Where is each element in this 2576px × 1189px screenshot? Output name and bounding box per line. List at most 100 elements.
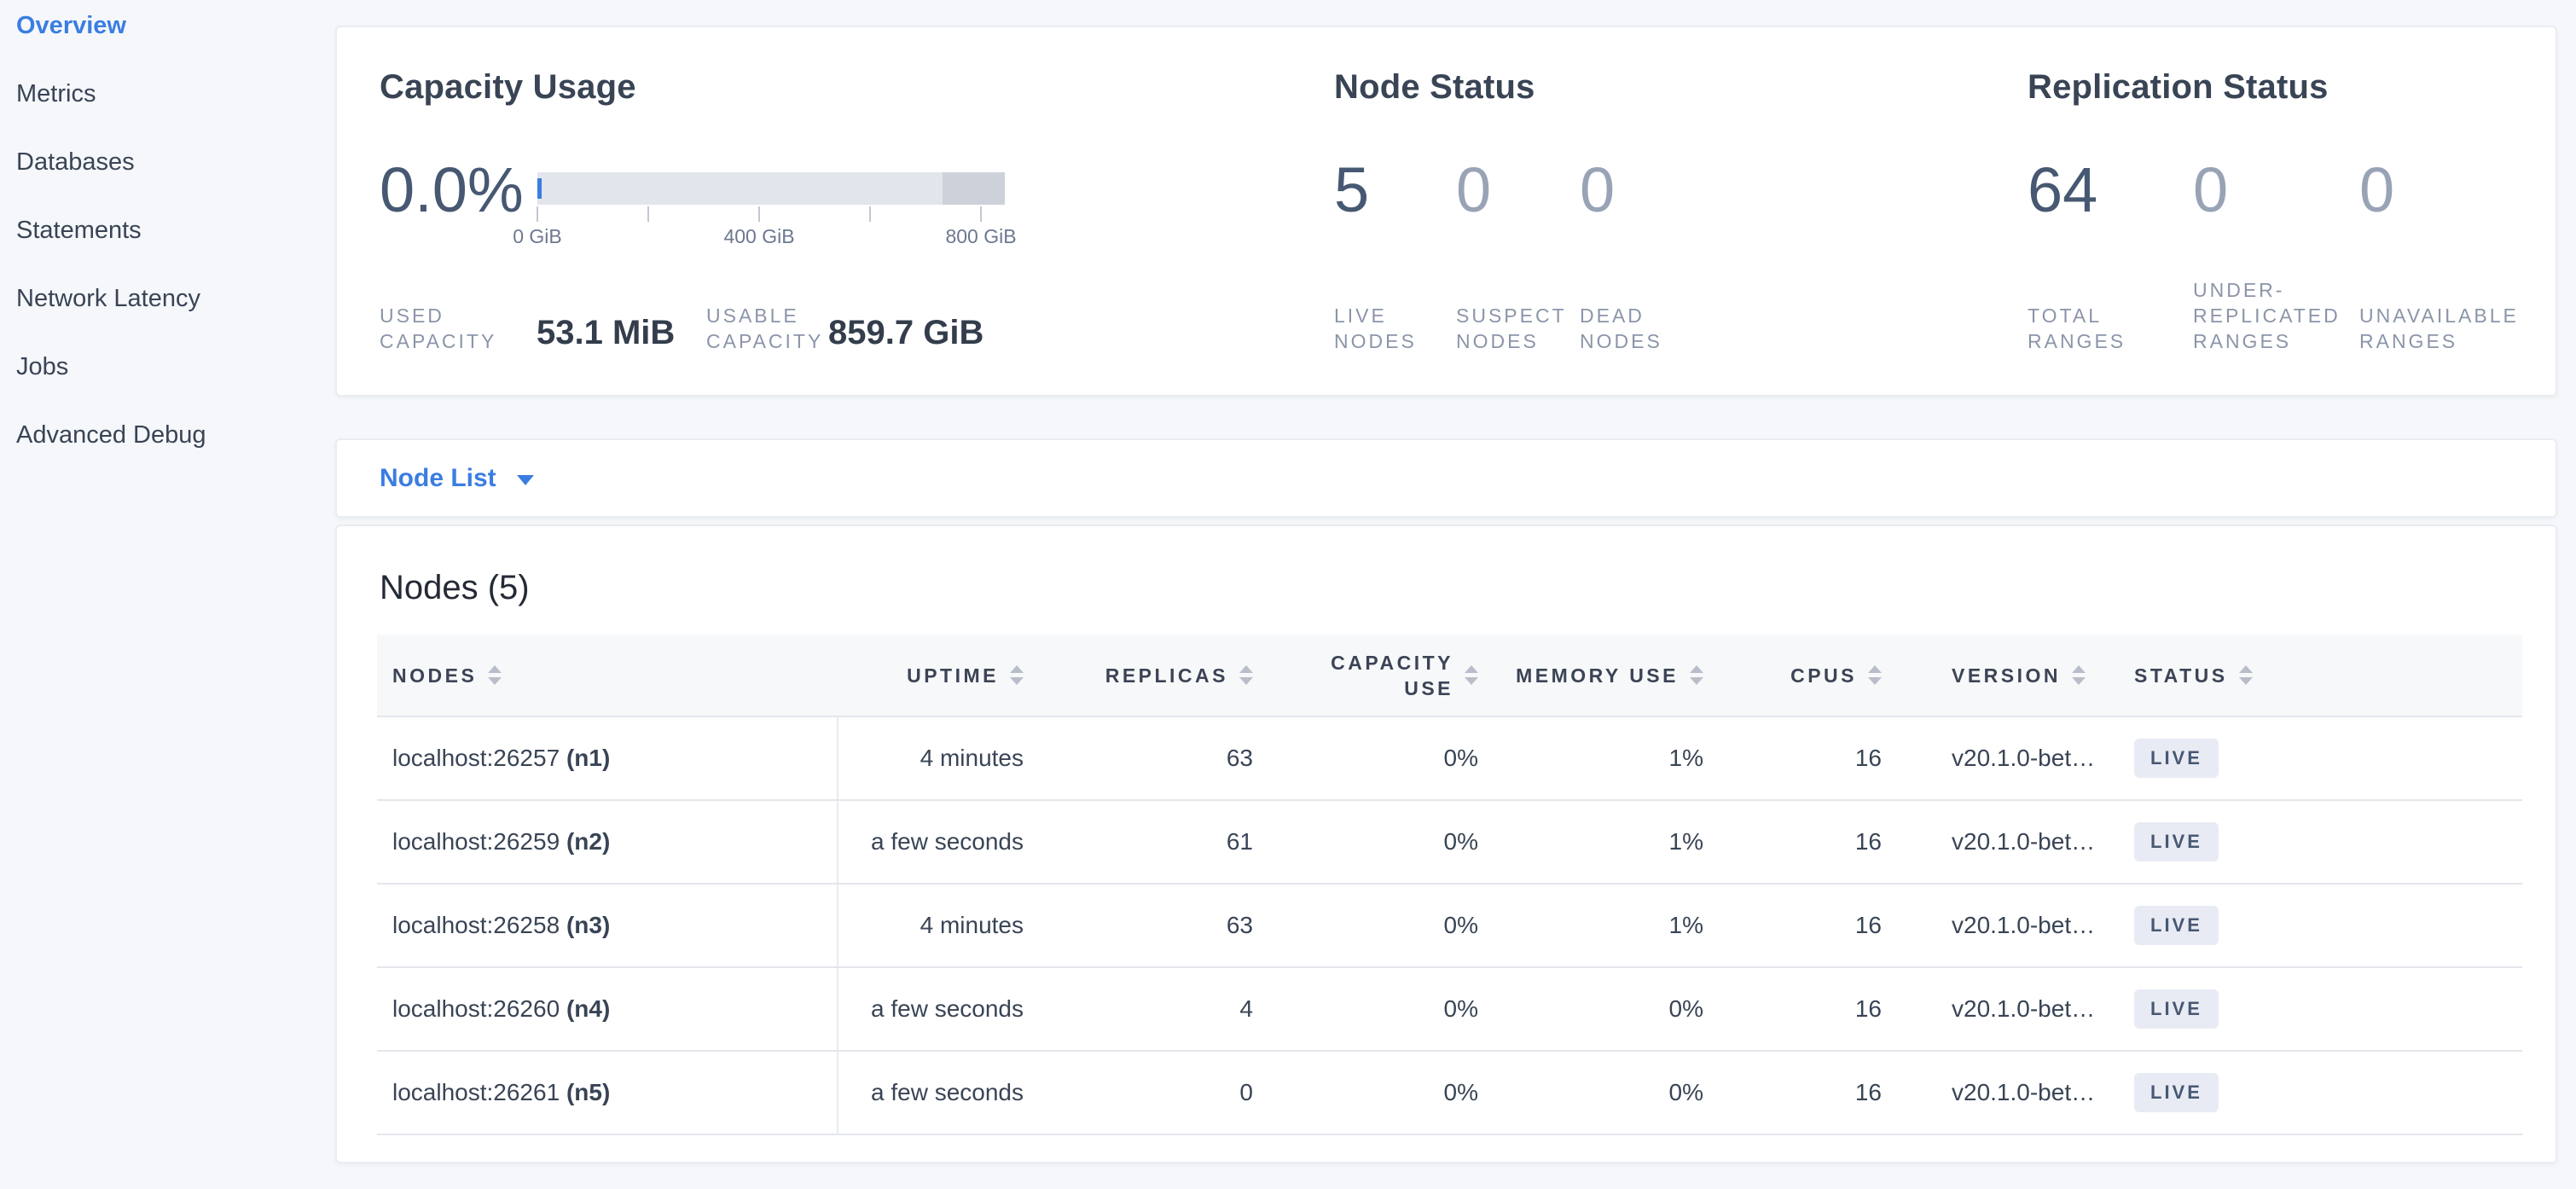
status-badge: LIVE [2134,822,2219,861]
cell-memory_use: 1% [1507,800,1738,884]
cell-uptime: a few seconds [838,967,1055,1052]
sort-desc-icon [2072,677,2086,685]
node-address-link[interactable]: localhost:26261 (n5) [392,1079,611,1105]
col-header-replicas[interactable]: REPLICAS [1055,635,1290,717]
capacity-gauge [537,172,1005,205]
gauge-tick-mark [647,206,649,222]
stat-value: 0 [1580,154,1616,225]
node-address-link[interactable]: localhost:26259 (n2) [392,828,611,855]
table-row: localhost:26260 (n4) a few seconds 4 0% 0% 16… [377,967,2522,1052]
column-header-content: VERSION [1952,663,2109,688]
stat-label: UNDER-REPLICATED RANGES [2193,279,2341,352]
cell-replicas: 4 [1055,967,1290,1052]
col-header-cpus[interactable]: CPUS [1738,635,1921,717]
sidebar-item-overview[interactable]: Overview [0,0,335,60]
sidebar-item-metrics[interactable]: Metrics [0,60,335,128]
col-header-uptime[interactable]: UPTIME [838,635,1055,717]
cell-version: v20.1.0-bet… [1921,1051,2109,1135]
sort-icon [1690,665,1703,685]
column-header-content: REPLICAS [1055,663,1253,688]
sidebar-item-jobs[interactable]: Jobs [0,333,335,401]
replication-status-total-ranges: 64 TOTAL RANGES [2028,27,2147,395]
nodes-table-card: Nodes (5) NODES UPTIME REPLICAS CAPACITY US… [335,525,2557,1163]
node-list-dropdown-label: Node List [380,463,496,492]
gauge-tick-mark [758,206,760,222]
nodes-table: NODES UPTIME REPLICAS CAPACITY USE MEMORY US… [377,635,2522,1135]
sidebar-item-network-latency[interactable]: Network Latency [0,264,335,333]
sort-desc-icon [1010,677,1024,685]
cell-replicas: 61 [1055,800,1290,884]
col-header-status[interactable]: STATUS [2109,635,2522,717]
column-header-label: NODES [392,664,478,687]
node-list-dropdown[interactable]: Node List [380,440,534,516]
column-header-label: CPUS [1790,664,1857,687]
stat-value: 64 [2028,154,2098,225]
sort-icon [488,665,502,685]
col-header-capacity-use[interactable]: CAPACITY USE [1290,635,1507,717]
cell-address: localhost:26258 (n3) [377,884,838,968]
node-status-suspect-nodes: 0 SUSPECT NODES [1456,27,1601,395]
cell-address: localhost:26259 (n2) [377,800,838,884]
node-address-link[interactable]: localhost:26260 (n4) [392,995,611,1022]
capacity-used-percent: 0.0% [380,154,524,225]
cell-memory_use: 0% [1507,1051,1738,1135]
sidebar-item-label: Databases [16,148,135,176]
sort-desc-icon [1239,677,1253,685]
replication-status-title: Replication Status [2028,68,2329,106]
node-status-dead-nodes: 0 DEAD NODES [1580,27,1682,395]
sort-asc-icon [2072,665,2086,673]
capacity-stat-value: 859.7 GiB [828,314,984,351]
table-header-row: NODES UPTIME REPLICAS CAPACITY USE MEMORY US… [377,635,2522,717]
stat-value: 0 [2193,154,2229,225]
sort-asc-icon [1465,665,1478,673]
sort-asc-icon [2238,665,2253,673]
sidebar-item-advanced-debug[interactable]: Advanced Debug [0,401,335,469]
column-header-content: STATUS [2134,663,2522,688]
sort-desc-icon [1690,677,1703,685]
cell-capacity_use: 0% [1290,884,1507,968]
cell-uptime: a few seconds [838,1051,1055,1135]
cell-capacity_use: 0% [1290,1051,1507,1135]
replication-status-under-replicated-ranges: 0 UNDER-REPLICATED RANGES [2193,27,2355,395]
column-header-content: CPUS [1738,663,1882,688]
gauge-reserved-segment [943,172,1005,205]
col-header-version[interactable]: VERSION [1921,635,2109,717]
cell-address: localhost:26261 (n5) [377,1051,838,1135]
cluster-summary-card: Capacity Usage 0.0% 0 GiB 400 GiB 800 GiB … [335,26,2557,397]
cell-version: v20.1.0-bet… [1921,884,2109,968]
column-header-label: REPLICAS [1105,664,1228,687]
cell-uptime: 4 minutes [838,884,1055,968]
replication-status-unavailable-ranges: 0 UNAVAILABLE RANGES [2359,27,2543,395]
capacity-stat-label: USABLE CAPACITY [706,304,824,352]
node-address-link[interactable]: localhost:26257 (n1) [392,745,611,771]
column-header-label: VERSION [1952,664,2062,687]
stat-label: SUSPECT NODES [1456,304,1567,352]
column-header-content: NODES [392,663,838,688]
cell-address: localhost:26257 (n1) [377,716,838,801]
sort-asc-icon [1868,665,1882,673]
col-header-nodes[interactable]: NODES [377,635,838,717]
chevron-down-icon [516,474,534,485]
capacity-usage-title: Capacity Usage [380,68,636,106]
capacity-stat-value: 53.1 MiB [537,314,676,351]
sidebar-item-label: Network Latency [16,284,200,312]
sidebar-item-label: Metrics [16,79,96,107]
sort-asc-icon [1010,665,1024,673]
node-address-link[interactable]: localhost:26258 (n3) [392,912,611,938]
status-badge: LIVE [2134,739,2219,778]
col-header-memory-use[interactable]: MEMORY USE [1507,635,1738,717]
cell-version: v20.1.0-bet… [1921,716,2109,801]
cell-memory_use: 1% [1507,884,1738,968]
sidebar-item-label: Jobs [16,352,69,380]
cell-capacity_use: 0% [1290,716,1507,801]
cell-status: LIVE [2109,800,2522,884]
column-header-label: UPTIME [907,664,999,687]
sidebar-item-databases[interactable]: Databases [0,128,335,196]
stat-label: DEAD NODES [1580,304,1662,352]
cell-cpus: 16 [1738,1051,1921,1135]
status-badge: LIVE [2134,906,2219,945]
node-status-live-nodes: 5 LIVE NODES [1334,27,1449,395]
column-header-content: MEMORY USE [1507,663,1703,688]
cell-status: LIVE [2109,967,2522,1052]
sidebar-item-statements[interactable]: Statements [0,196,335,264]
